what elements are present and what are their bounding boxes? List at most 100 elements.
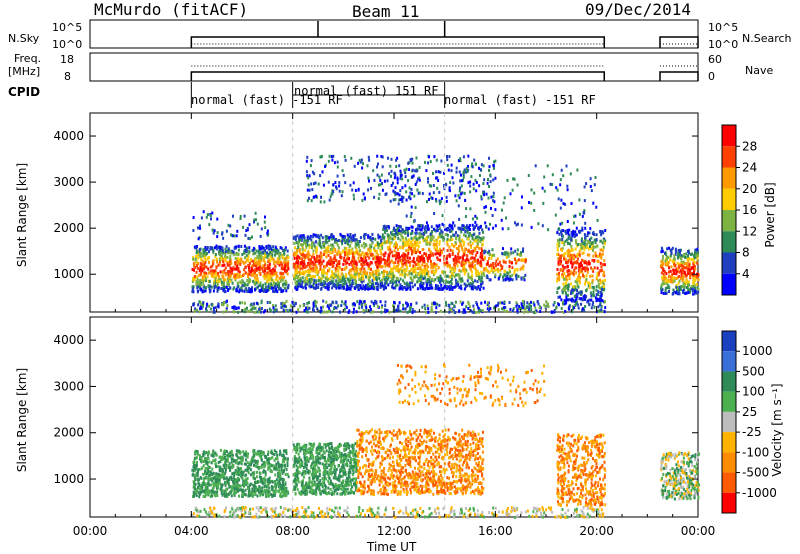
data-cell [692,292,695,296]
data-cell [551,183,554,186]
data-cell [453,310,456,314]
data-cell [316,259,319,263]
data-cell [417,277,420,281]
data-cell [495,304,498,308]
data-cell [333,272,335,276]
data-cell [286,249,289,253]
data-cell [278,253,281,257]
data-cell [466,284,469,288]
data-cell [263,220,266,224]
data-cell [327,282,330,285]
data-cell [269,309,272,312]
data-cell [404,307,407,311]
data-cell [234,257,237,260]
data-cell [254,306,257,310]
data-cell [428,184,431,188]
data-cell [337,246,340,250]
data-cell [320,309,323,313]
data-cell [318,279,320,282]
data-cell [323,310,326,314]
data-cell [236,264,239,268]
data-cell [486,181,489,185]
data-cell [579,264,581,268]
data-cell [364,233,367,236]
data-cell [571,265,574,269]
data-cell [475,259,477,262]
data-cell [686,263,688,267]
data-cell [388,246,391,249]
data-cell [224,259,227,263]
data-cell [409,305,412,309]
data-cell [218,279,221,283]
data-cell [380,244,383,248]
data-cell [557,260,560,264]
data-cell [338,189,341,193]
data-cell [220,257,223,261]
data-cell [572,261,575,265]
data-cell [313,278,316,282]
data-cell [598,285,600,289]
data-cell [304,241,307,245]
data-cell [198,284,201,288]
data-cell [392,286,395,290]
data-cell [504,251,507,254]
data-cell [418,191,421,195]
data-cell [471,237,474,240]
data-cell [375,276,378,280]
data-cell [384,308,386,312]
data-cell [326,240,329,244]
data-cell [488,257,490,260]
data-cell [469,250,472,254]
data-cell [281,278,284,282]
data-cell [515,277,518,281]
data-cell [448,253,451,257]
data-cell [224,266,227,270]
data-cell [212,262,215,266]
data-cell [424,225,427,229]
data-cell [389,248,392,252]
data-cell [479,168,482,172]
data-cell [224,278,227,282]
data-cell [301,261,304,265]
data-cell [592,300,595,304]
data-cell [399,230,402,234]
data-cell [337,239,340,242]
data-cell [423,252,426,256]
data-cell [214,253,217,257]
data-cell [327,284,330,288]
data-cell [361,251,364,255]
data-cell [362,261,365,265]
data-cell [438,280,441,284]
data-cell [389,164,392,168]
data-cell [438,240,441,244]
data-cell [225,285,228,289]
data-cell [661,249,664,253]
data-cell [603,285,605,288]
data-cell [564,309,567,313]
data-cell [428,247,431,251]
data-cell [570,256,573,260]
data-cell [329,262,332,266]
data-cell [451,176,454,180]
data-cell [243,310,246,314]
data-cell [472,227,475,231]
data-cell [673,257,676,261]
data-cell [563,257,565,261]
data-cell [279,287,282,291]
data-cell [599,269,602,273]
data-cell [526,305,529,309]
data-cell [299,277,302,281]
data-cell [292,262,295,266]
data-cell [570,244,573,248]
data-cell [272,245,275,249]
data-cell [221,251,224,255]
data-cell [337,272,340,276]
data-cell [253,275,256,279]
data-cell [394,286,397,290]
data-cell [358,267,361,271]
data-cell [369,261,372,264]
data-cell [488,168,490,172]
data-cell [547,228,550,232]
data-cell [258,307,261,311]
data-cell [574,260,577,264]
